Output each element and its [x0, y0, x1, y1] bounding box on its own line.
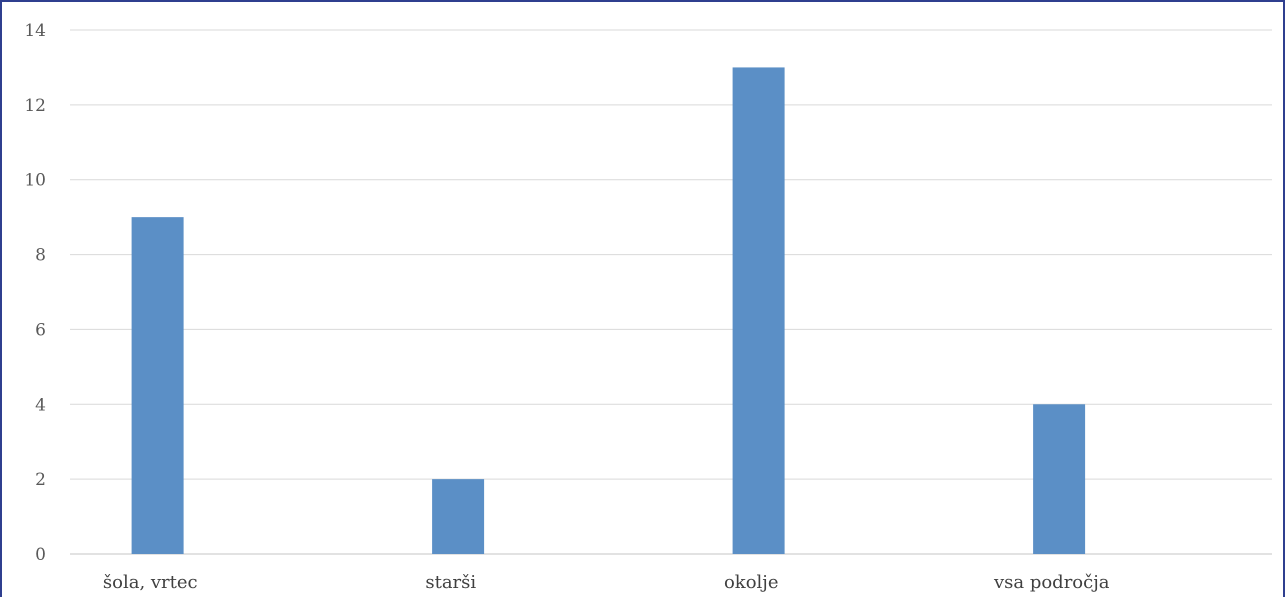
- x-category-label: vsa področja: [993, 572, 1110, 593]
- x-category-label: šola, vrtec: [103, 572, 198, 593]
- y-tick-label: 14: [24, 21, 46, 41]
- y-tick-label: 6: [35, 320, 46, 340]
- x-category-label: starši: [425, 572, 476, 593]
- y-tick-label: 2: [35, 470, 46, 490]
- bars: [131, 67, 1086, 554]
- y-tick-label: 4: [35, 395, 46, 415]
- y-axis-tick-labels: 0 2 4 6 8 10 12 14: [24, 21, 46, 565]
- x-axis-category-labels: šola, vrtec starši okolje vsa področja: [103, 572, 1110, 593]
- y-tick-label: 8: [35, 246, 46, 266]
- y-tick-label: 12: [24, 96, 46, 116]
- y-tick-label: 10: [24, 171, 46, 191]
- bar: [131, 217, 184, 554]
- bar: [1033, 404, 1086, 554]
- gridlines: [70, 29, 1272, 555]
- x-category-label: okolje: [724, 572, 779, 593]
- bar: [432, 479, 485, 554]
- bar: [732, 67, 785, 554]
- y-tick-label: 0: [35, 545, 46, 565]
